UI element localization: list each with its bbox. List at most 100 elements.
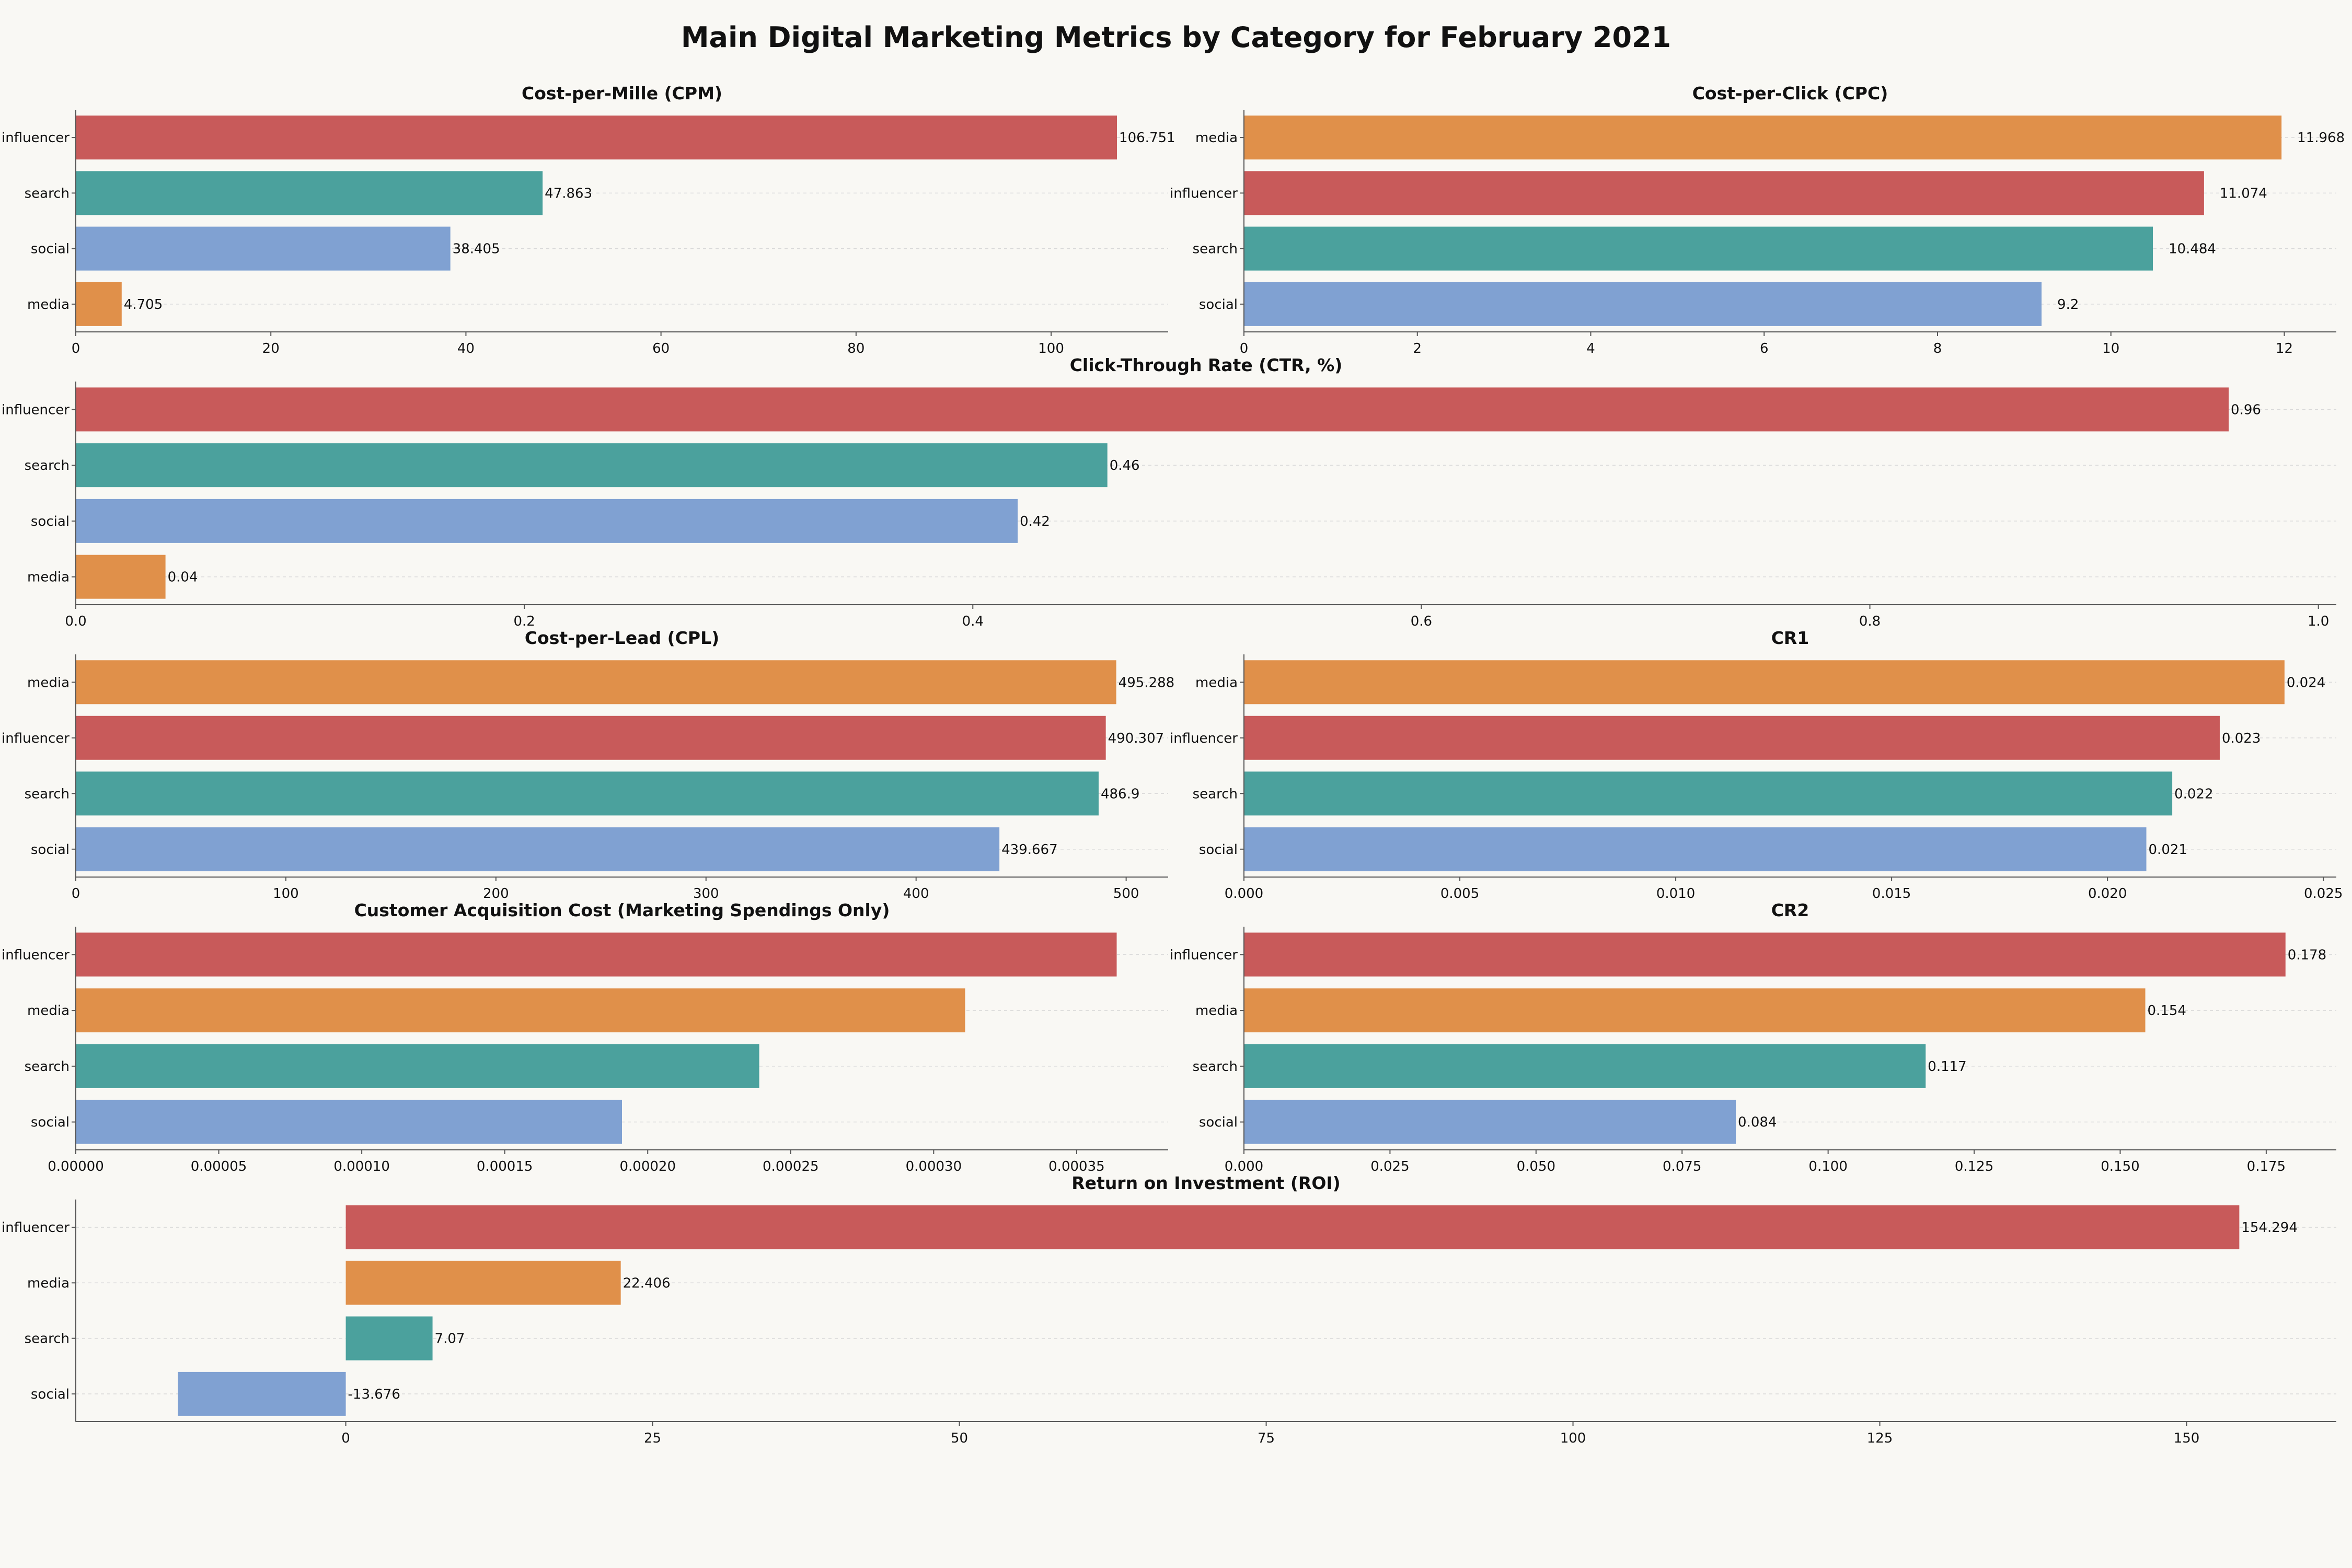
category-label: media (1195, 130, 1238, 146)
category-label: social (1199, 1115, 1238, 1131)
category-label: media (27, 570, 70, 585)
x-tick-label: 0.00000 (48, 1159, 104, 1174)
category-label: search (25, 1059, 70, 1075)
bar-search (1244, 1044, 1926, 1088)
subplot-title: Cost-per-Lead (CPL) (525, 628, 719, 648)
x-tick-label: 0.050 (1517, 1159, 1555, 1174)
x-tick-label: 100 (1038, 341, 1064, 356)
bar-search (76, 443, 1108, 488)
x-tick-label: 6 (1760, 341, 1769, 356)
value-label: 154.294 (2241, 1220, 2298, 1236)
value-label: 0.084 (1738, 1115, 1777, 1131)
x-tick-label: 0.00005 (191, 1159, 247, 1174)
category-label: media (27, 1003, 70, 1019)
x-tick-label: 0.00015 (477, 1159, 533, 1174)
category-label: search (1193, 241, 1238, 257)
category-label: influencer (2, 130, 70, 146)
bar-influencer (345, 1205, 2240, 1250)
category-label: influencer (1170, 947, 1238, 963)
category-label: media (27, 675, 70, 690)
x-tick-label: 25 (644, 1431, 661, 1446)
category-label: social (1199, 842, 1238, 858)
x-tick-label: 0.125 (1955, 1159, 1993, 1174)
value-label: 0.024 (2287, 675, 2325, 690)
x-tick-label: 0.015 (1872, 886, 1911, 902)
x-tick-label: 0 (1240, 341, 1249, 356)
x-tick-label: 400 (903, 886, 929, 902)
bar-social (76, 226, 451, 271)
x-tick-label: 0.4 (962, 614, 984, 629)
category-label: social (31, 514, 70, 529)
bar-influencer (1244, 932, 2286, 977)
x-tick-label: 0 (72, 341, 80, 356)
subplot-title: Customer Acquisition Cost (Marketing Spe… (354, 900, 890, 920)
value-label: 490.307 (1108, 731, 1165, 746)
x-tick-label: 300 (693, 886, 719, 902)
x-tick-label: 75 (1258, 1431, 1275, 1446)
x-tick-label: 4 (1586, 341, 1595, 356)
value-label: 4.705 (124, 297, 163, 313)
subplot-title: Cost-per-Click (CPC) (1692, 83, 1888, 103)
x-tick-label: 0.010 (1656, 886, 1695, 902)
x-tick-label: 0.025 (1370, 1159, 1409, 1174)
category-label: influencer (2, 731, 70, 746)
bar-media (76, 282, 122, 326)
value-label: 0.154 (2148, 1003, 2186, 1019)
value-label: 0.96 (2231, 402, 2261, 418)
x-tick-label: 0.00035 (1048, 1159, 1105, 1174)
bar-influencer (76, 716, 1106, 760)
bar-media (345, 1261, 621, 1305)
x-tick-label: 0.020 (2088, 886, 2127, 902)
x-tick-label: 0.005 (1440, 886, 1479, 902)
category-label: search (1193, 1059, 1238, 1075)
value-label: 0.023 (2222, 731, 2261, 746)
bar-influencer (76, 116, 1117, 160)
x-tick-label: 125 (1867, 1431, 1893, 1446)
bar-social (1244, 1100, 1736, 1144)
subplot-title: CR1 (1771, 628, 1809, 648)
value-label: 0.42 (1020, 514, 1050, 529)
bar-search (1244, 226, 2153, 271)
category-label: social (31, 1115, 70, 1131)
x-tick-label: 0.6 (1411, 614, 1432, 629)
category-label: influencer (2, 947, 70, 963)
bar-media (1244, 988, 2146, 1033)
x-tick-label: 0.100 (1808, 1159, 1847, 1174)
category-label: social (31, 842, 70, 858)
bar-social (76, 827, 1000, 871)
bar-social (178, 1371, 346, 1416)
x-tick-label: 0.00010 (333, 1159, 390, 1174)
x-tick-label: 2 (1413, 341, 1422, 356)
x-tick-label: 0.175 (2247, 1159, 2286, 1174)
value-label: 0.04 (168, 570, 198, 585)
bar-search (1244, 771, 2173, 816)
category-label: influencer (1170, 186, 1238, 201)
x-tick-label: 8 (1933, 341, 1942, 356)
category-label: social (31, 1387, 70, 1402)
x-tick-label: 0.025 (2304, 886, 2343, 902)
value-label: 0.022 (2174, 786, 2213, 802)
value-label: 495.288 (1119, 675, 1175, 690)
bar-media (1244, 116, 2282, 160)
value-label: 486.9 (1101, 786, 1139, 802)
bar-media (76, 660, 1116, 705)
value-label: 10.484 (2169, 241, 2216, 257)
x-tick-label: 0.00020 (619, 1159, 676, 1174)
x-tick-label: 200 (483, 886, 509, 902)
x-tick-label: 50 (951, 1431, 968, 1446)
bar-influencer (76, 932, 1117, 977)
category-label: influencer (1170, 731, 1238, 746)
value-label: 439.667 (1001, 842, 1058, 858)
x-tick-label: 0 (341, 1431, 350, 1446)
category-label: influencer (2, 1220, 70, 1236)
category-label: social (1199, 297, 1238, 313)
figure-title: Main Digital Marketing Metrics by Catego… (681, 21, 1671, 54)
bar-media (76, 555, 166, 599)
value-label: 38.405 (453, 241, 500, 257)
bar-media (1244, 660, 2285, 705)
category-label: media (1195, 675, 1238, 690)
bar-search (76, 171, 543, 215)
bar-influencer (76, 387, 2229, 432)
value-label: 11.074 (2220, 186, 2267, 201)
